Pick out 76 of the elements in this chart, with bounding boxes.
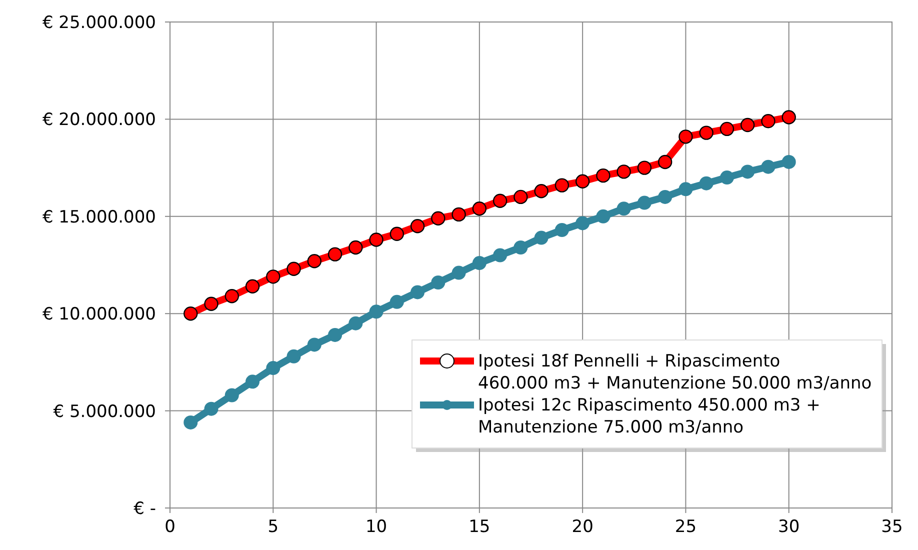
point: [184, 415, 198, 430]
point: [699, 126, 714, 140]
point: [204, 296, 218, 311]
point: [472, 256, 486, 270]
point: [431, 275, 446, 290]
point: [575, 174, 590, 189]
x-tick-label: 5: [268, 517, 279, 537]
point: [348, 240, 363, 255]
point: [616, 202, 631, 216]
point: [514, 240, 528, 255]
x-tick-label: 15: [468, 517, 490, 537]
y-tick-label: € 25.000.000: [42, 12, 156, 33]
x-tick-label: 35: [881, 517, 903, 537]
y-tick-label: € 10.000.000: [42, 304, 156, 325]
point: [658, 190, 672, 204]
point: [348, 316, 363, 330]
point: [554, 178, 570, 192]
point: [307, 338, 322, 352]
point: [307, 254, 322, 268]
point: [204, 402, 218, 416]
point: [782, 110, 796, 124]
point: [720, 122, 734, 136]
point: [410, 219, 425, 234]
point: [224, 388, 239, 402]
x-tick-label: 10: [365, 517, 388, 537]
point: [596, 209, 610, 224]
point: [452, 207, 466, 222]
point: [369, 304, 384, 319]
legend-label: Ipotesi 12c Ripascimento 450.000 m3 + Manutenzione 75.000 m3/anno: [478, 396, 820, 438]
point: [390, 226, 404, 241]
point: [472, 202, 487, 216]
point: [616, 164, 631, 179]
point: [431, 211, 446, 226]
point: [328, 247, 342, 262]
point: [740, 118, 755, 132]
x-tick-label: 25: [674, 517, 697, 537]
point: [678, 130, 693, 144]
point: [637, 160, 652, 175]
point: [658, 154, 672, 170]
point: [410, 285, 425, 300]
point: [514, 190, 528, 204]
point: [782, 154, 796, 169]
point: [637, 196, 652, 210]
point: [534, 230, 548, 245]
point: [596, 168, 610, 183]
x-tick-label: 30: [778, 517, 800, 537]
y-tick-label: € 5.000.000: [53, 402, 156, 422]
point: [245, 279, 260, 294]
point: [286, 262, 301, 276]
x-tick-label: 20: [572, 517, 594, 537]
point: [246, 374, 260, 389]
point: [493, 248, 508, 262]
point: [554, 223, 569, 238]
point: [452, 266, 466, 280]
y-tick-label: € -: [134, 498, 156, 519]
y-tick-label: € 15.000.000: [42, 207, 156, 228]
point: [369, 232, 384, 247]
point: [740, 164, 755, 179]
point: [761, 114, 776, 128]
legend-label: Ipotesi 18f Pennelli + Ripascimento 460.000 m3 + Manutenzione 50.000 m3/anno: [478, 352, 872, 394]
point: [678, 182, 693, 196]
point: [492, 194, 508, 208]
point: [699, 176, 714, 190]
y-tick-label: € 20.000.000: [42, 110, 156, 130]
point: [184, 306, 198, 321]
point: [328, 328, 342, 342]
point: [534, 184, 548, 198]
point: [720, 170, 734, 185]
point: [266, 361, 280, 376]
x-tick-label: 0: [164, 517, 176, 537]
point: [224, 289, 239, 304]
point: [390, 294, 404, 309]
point: [286, 349, 301, 364]
point: [761, 160, 776, 174]
point: [266, 270, 280, 284]
point: [576, 216, 590, 230]
